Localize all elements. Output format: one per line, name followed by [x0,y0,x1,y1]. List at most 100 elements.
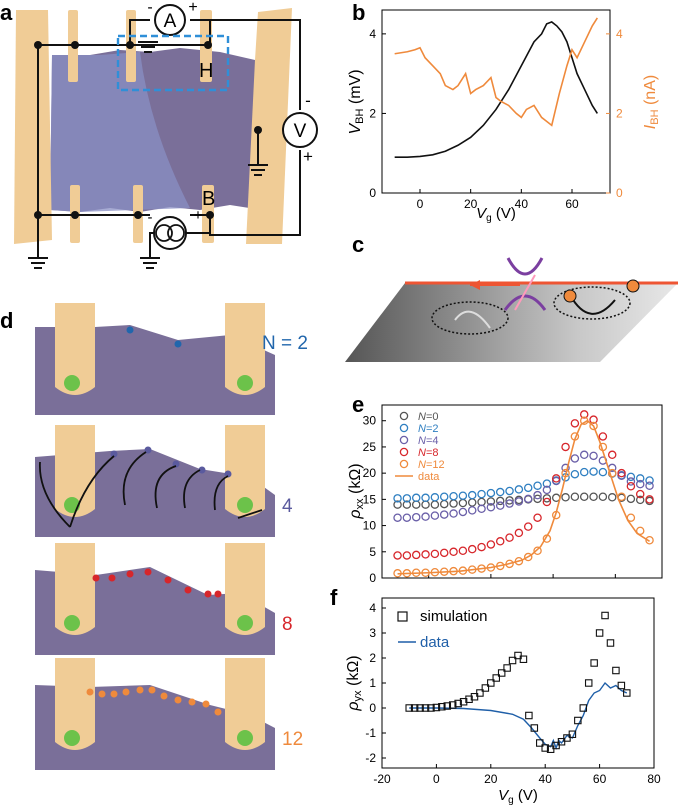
point-N=0 [467,498,477,507]
x-tick-label: 40 [539,772,553,786]
hop-arrow [183,469,201,509]
point-simulation [487,679,495,687]
point-simulation [432,703,441,712]
point-simulation [612,666,620,675]
contact-dot [64,730,80,746]
contact-dot [237,497,253,513]
point-simulation [530,724,539,732]
ammeter-plus: + [188,0,197,16]
source-wires [149,232,210,258]
point-N=2 [458,491,468,500]
point-N=2 [505,486,514,496]
y-tick-label: 2 [369,651,376,665]
y-tick-label: 1 [369,676,376,690]
point-N=2 [393,494,402,503]
panel-f-ylabel: ρyx (kΩ) [345,655,364,711]
point-N=4 [393,513,402,522]
zoom-box [116,34,230,92]
point-N=4 [523,494,533,504]
point-N=0 [542,494,552,503]
point-N=8 [514,528,524,538]
panel-label-b: b [352,0,365,25]
source-minus: - [148,209,153,226]
row-label-n-2: 8 [282,614,293,635]
panel-d-hopping: d N = 2 4 8 12 [0,303,308,770]
junction [71,41,79,49]
y-right-tick-label: 4 [616,27,623,41]
point-N=12 [589,421,598,431]
point-N=8 [617,468,626,478]
impurity-dot [126,570,134,578]
legend-label: N=8 [418,447,439,459]
point-N=4 [514,497,524,506]
electrode-left [55,303,95,395]
point-simulation [421,704,430,712]
y-tick-label: 3 [369,626,376,640]
impurity-dot [108,574,116,582]
legend-marker [399,435,409,445]
point-N=2 [514,485,524,494]
point-simulation [503,664,511,672]
impurity-dot [214,708,222,716]
impurity-dot [214,590,222,598]
current-source-inner [155,224,173,242]
point-N=4 [421,512,430,521]
point-simulation [497,669,506,677]
x-tick-label: 0 [417,197,424,211]
point-simulation [623,689,631,697]
legend-marker [399,411,409,421]
point-N=0 [430,500,440,509]
impurity-dot [188,698,196,706]
point-N=8 [635,489,645,499]
point-N=12 [523,552,533,562]
point-simulation [601,611,609,620]
point-N=8 [421,550,430,559]
legend-marker [399,423,409,433]
left-contact [14,10,52,244]
legend-label: data [420,634,450,651]
impurity-dot [174,696,182,704]
electron-icon [626,279,640,293]
point-simulation [508,656,517,665]
junction [34,41,42,49]
electron-icon [563,289,577,303]
point-N=2 [495,487,505,497]
point-N=4 [617,471,626,481]
voltmeter-minus: - [305,91,311,110]
impurity-dot [164,576,172,584]
point-N=0 [607,493,617,502]
panel-b-series [394,17,599,158]
hop-arrow [213,475,229,511]
point-N=8 [542,497,552,507]
panel-e-series [393,410,654,578]
point-N=4 [645,481,654,490]
junction [34,211,42,219]
point-N=0 [393,500,402,509]
impurity-dot [110,450,118,458]
panel-label-a: a [0,0,13,25]
point-simulation [448,701,457,709]
point-N=2 [430,493,440,502]
panel-label-f: f [330,585,338,610]
point-N=2 [598,467,608,477]
point-N=8 [449,547,458,557]
impurity-dot [202,700,210,708]
panel-e-frame [381,404,663,579]
point-simulation [568,730,577,738]
point-N=0 [421,500,430,509]
y-tick-label: 0 [369,571,376,585]
x-tick-label: 60 [593,772,607,786]
point-N=4 [589,451,598,461]
legend-marker [399,459,409,469]
point-N=4 [402,513,412,522]
panel-b-ylabel-left: VBH (mV) [347,69,366,134]
point-N=8 [486,540,496,549]
point-N=2 [626,472,636,482]
point-N=2 [570,469,580,479]
point-simulation [476,689,484,697]
arrowhead-icon [470,280,480,290]
point-N=0 [495,496,505,506]
